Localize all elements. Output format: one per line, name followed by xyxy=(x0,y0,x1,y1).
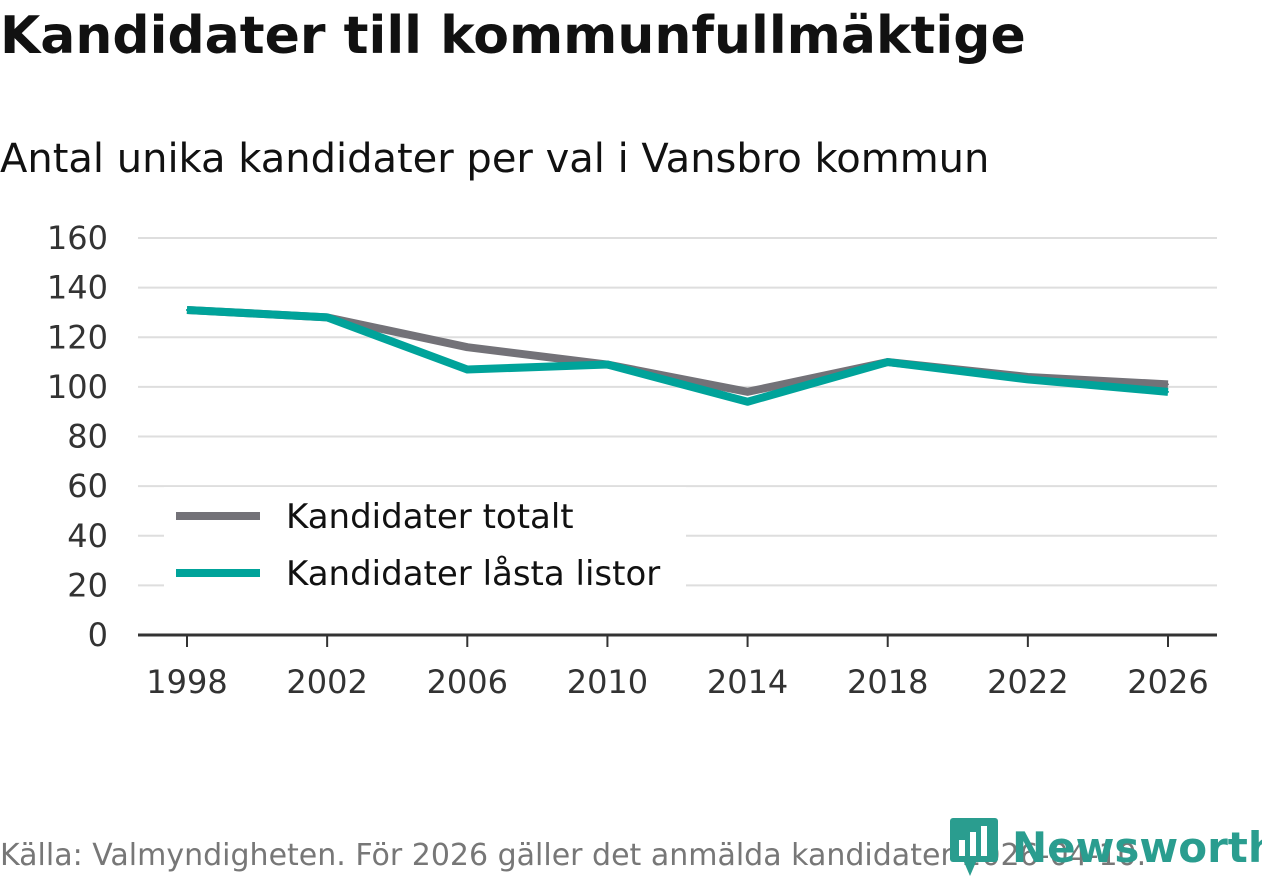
brand-name: Newsworthy xyxy=(1012,822,1262,872)
y-tick-label: 20 xyxy=(67,566,108,604)
data-point xyxy=(606,363,609,366)
data-point xyxy=(326,316,329,319)
x-tick-label: 2010 xyxy=(567,663,648,701)
y-tick-label: 80 xyxy=(67,418,108,456)
x-tick-label: 2022 xyxy=(987,663,1068,701)
x-tick-label: 2018 xyxy=(847,663,928,701)
y-tick-label: 0 xyxy=(88,616,108,654)
y-tick-label: 100 xyxy=(47,368,108,406)
data-point xyxy=(1167,383,1169,386)
y-tick-label: 120 xyxy=(47,318,108,356)
data-point xyxy=(746,390,749,393)
grid-lines xyxy=(138,237,1217,587)
y-tick-label: 140 xyxy=(47,269,108,307)
x-tick-label: 2014 xyxy=(707,663,788,701)
data-point xyxy=(886,361,889,364)
data-point xyxy=(466,368,469,371)
x-tick-label: 2026 xyxy=(1127,663,1208,701)
legend: Kandidater totalt Kandidater låsta listor xyxy=(164,487,686,601)
data-point xyxy=(746,400,749,403)
chart-subtitle: Antal unika kandidater per val i Vansbro… xyxy=(0,136,990,182)
data-point xyxy=(1167,390,1169,393)
newsworthy-logo-icon xyxy=(950,818,998,876)
y-axis-ticks: 0 20 40 60 80 100 120 140 160 xyxy=(47,219,108,654)
x-tick-label: 2006 xyxy=(427,663,508,701)
x-tick-label: 1998 xyxy=(146,663,227,701)
y-tick-label: 60 xyxy=(67,467,108,505)
brand-logo: Newsworthy xyxy=(950,818,1262,876)
y-tick-label: 40 xyxy=(67,517,108,555)
legend-label: Kandidater totalt xyxy=(286,497,574,537)
x-tick-label: 2002 xyxy=(286,663,367,701)
data-point xyxy=(466,346,469,349)
y-tick-label: 160 xyxy=(47,219,108,257)
legend-label: Kandidater låsta listor xyxy=(286,554,660,594)
x-axis: 1998 2002 2006 2010 2014 2018 2022 2026 xyxy=(138,633,1217,701)
chart-title: Kandidater till kommunfullmäktige xyxy=(0,6,1026,66)
series-line-2 xyxy=(186,305,1169,406)
series-lines xyxy=(186,305,1169,406)
data-point xyxy=(1026,378,1029,381)
legend-background xyxy=(164,487,686,601)
data-point xyxy=(186,308,188,311)
